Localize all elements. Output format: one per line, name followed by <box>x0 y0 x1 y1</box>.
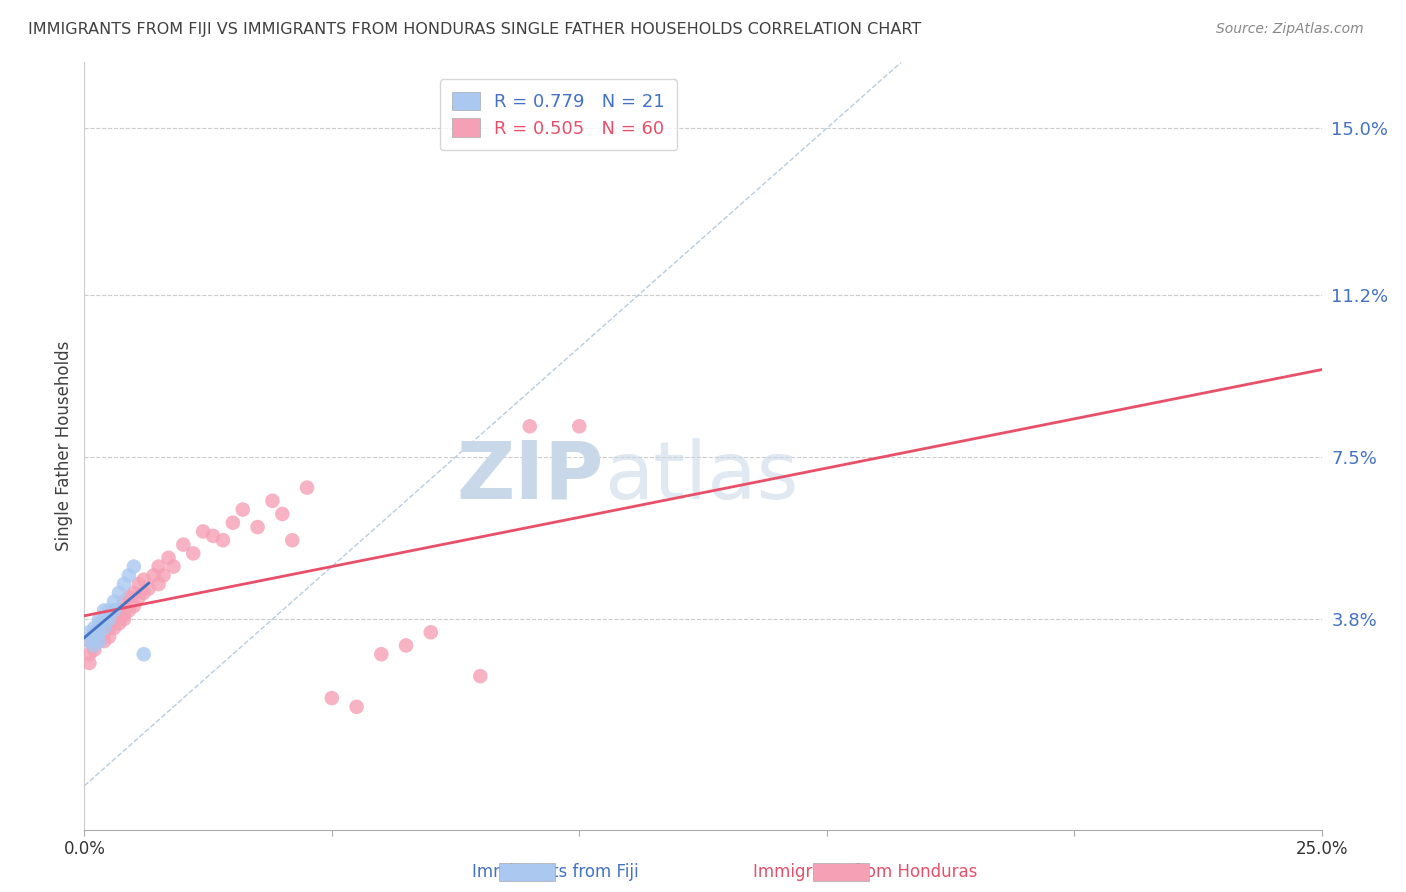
Point <box>122 586 145 600</box>
Point <box>118 603 141 617</box>
Point <box>83 621 105 635</box>
Point <box>112 594 135 608</box>
Point <box>98 603 121 617</box>
Text: Source: ZipAtlas.com: Source: ZipAtlas.com <box>1216 22 1364 37</box>
Point <box>83 643 105 657</box>
Point <box>79 634 101 648</box>
Point <box>89 625 111 640</box>
Point <box>419 625 441 640</box>
Point <box>89 621 111 635</box>
Point <box>93 634 115 648</box>
Point <box>295 481 318 495</box>
Point <box>157 550 180 565</box>
Point <box>470 669 492 683</box>
Point <box>89 634 111 648</box>
Point <box>79 634 101 648</box>
Point <box>93 625 115 640</box>
Text: IMMIGRANTS FROM FIJI VS IMMIGRANTS FROM HONDURAS SINGLE FATHER HOUSEHOLDS CORREL: IMMIGRANTS FROM FIJI VS IMMIGRANTS FROM … <box>28 22 921 37</box>
Point <box>142 568 165 582</box>
Point <box>93 621 115 635</box>
Point <box>89 616 111 631</box>
Point <box>89 612 111 626</box>
Point <box>83 639 105 653</box>
Point <box>232 502 254 516</box>
Point <box>79 647 101 661</box>
Point <box>103 603 125 617</box>
Point <box>112 612 135 626</box>
Point <box>89 625 111 640</box>
Point <box>98 612 121 626</box>
Point <box>79 656 101 670</box>
Point <box>191 524 214 539</box>
Point <box>138 582 160 596</box>
Point <box>321 691 343 706</box>
Point <box>103 603 125 617</box>
Point <box>148 559 170 574</box>
Point <box>281 533 304 548</box>
Point <box>162 559 184 574</box>
Point <box>370 647 392 661</box>
Point <box>98 630 121 644</box>
Point <box>112 607 135 622</box>
Point <box>128 591 150 605</box>
Point <box>118 591 141 605</box>
Point <box>89 630 111 644</box>
Point <box>271 507 294 521</box>
Point <box>212 533 235 548</box>
Point <box>222 516 245 530</box>
Point <box>122 599 145 613</box>
Point <box>83 639 105 653</box>
Point <box>181 546 204 560</box>
Point <box>122 559 145 574</box>
Point <box>103 612 125 626</box>
Point <box>172 538 194 552</box>
Point <box>128 577 150 591</box>
Point <box>519 419 541 434</box>
Point <box>98 621 121 635</box>
Point <box>148 577 170 591</box>
Point <box>93 616 115 631</box>
Point <box>246 520 269 534</box>
Point <box>395 639 418 653</box>
Point <box>89 634 111 648</box>
Y-axis label: Single Father Households: Single Father Households <box>55 341 73 551</box>
Point <box>83 625 105 640</box>
Point <box>83 630 105 644</box>
Point <box>103 594 125 608</box>
Point <box>98 612 121 626</box>
Point <box>262 493 284 508</box>
Text: ZIP: ZIP <box>457 438 605 516</box>
Point <box>93 612 115 626</box>
Point <box>132 573 155 587</box>
Point <box>108 586 131 600</box>
Point <box>108 616 131 631</box>
Point <box>103 621 125 635</box>
Point <box>112 577 135 591</box>
Point <box>132 586 155 600</box>
Point <box>79 625 101 640</box>
Point <box>152 568 174 582</box>
Point <box>568 419 591 434</box>
Point <box>93 603 115 617</box>
Point <box>346 699 368 714</box>
Point <box>118 568 141 582</box>
Point <box>108 603 131 617</box>
Point <box>202 529 225 543</box>
Legend: R = 0.779   N = 21, R = 0.505   N = 60: R = 0.779 N = 21, R = 0.505 N = 60 <box>440 79 678 151</box>
Text: atlas: atlas <box>605 438 799 516</box>
Text: Immigrants from Honduras: Immigrants from Honduras <box>752 863 977 881</box>
Point <box>132 647 155 661</box>
Text: Immigrants from Fiji: Immigrants from Fiji <box>472 863 638 881</box>
Point <box>83 630 105 644</box>
